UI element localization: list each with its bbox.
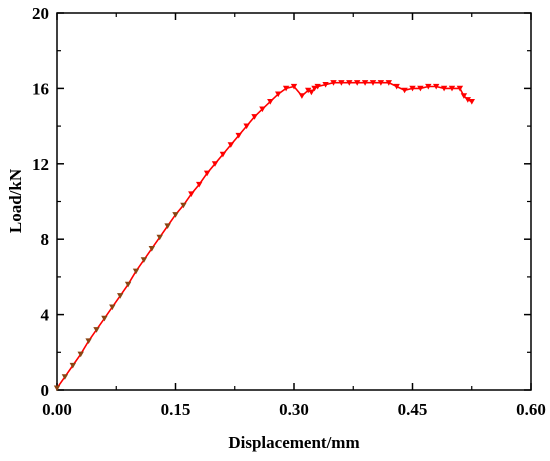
data-point <box>338 80 345 86</box>
data-point <box>109 304 116 311</box>
data-point <box>433 83 440 90</box>
data-point <box>468 99 475 105</box>
plot-frame <box>56 12 532 391</box>
x-tick-label: 0.30 <box>279 400 309 419</box>
data-point <box>298 93 306 99</box>
x-axis-title: Displacement/mm <box>228 433 359 452</box>
data-point <box>164 223 171 229</box>
data-point <box>464 97 471 103</box>
data-point <box>460 93 468 99</box>
data-point <box>101 315 108 322</box>
tick-labels: 0.00 0.15 0.30 0.45 0.60 0 4 8 12 16 20 <box>32 4 546 419</box>
data-point <box>124 281 132 288</box>
data-point <box>219 151 227 158</box>
data-point <box>393 83 400 90</box>
y-tick-label: 12 <box>32 155 49 174</box>
y-tick-label: 4 <box>41 306 50 325</box>
data-point <box>203 170 211 177</box>
data-point <box>385 80 392 86</box>
x-tick-label: 0.45 <box>398 400 428 419</box>
data-point <box>448 85 456 92</box>
data-point <box>196 181 203 188</box>
y-tick-label: 8 <box>41 230 50 249</box>
data-point <box>308 89 315 96</box>
data-point <box>77 351 84 358</box>
data-point <box>275 91 282 98</box>
data-point <box>282 85 290 92</box>
data-point <box>180 202 187 209</box>
data-point <box>417 85 424 92</box>
y-axis-title: Load/kN <box>6 168 25 233</box>
data-point <box>69 362 76 369</box>
data-point <box>156 234 163 241</box>
data-point <box>401 87 408 94</box>
data-point <box>148 246 155 252</box>
data-point <box>188 191 195 197</box>
data-point <box>235 132 242 139</box>
data-point <box>330 80 337 86</box>
x-tick-label: 0.60 <box>516 400 546 419</box>
data-point <box>211 161 219 167</box>
data-point <box>93 327 100 333</box>
data-point <box>425 83 432 90</box>
x-tick-label: 0.00 <box>42 400 72 419</box>
data-point <box>377 80 385 86</box>
data-point <box>251 114 258 120</box>
data-point <box>172 212 179 218</box>
data-point <box>259 106 266 113</box>
data-point <box>361 80 369 86</box>
series-line <box>56 81 473 389</box>
data-point <box>409 85 416 92</box>
data-point <box>290 83 298 90</box>
series-layer <box>53 80 475 392</box>
y-tick-label: 20 <box>32 4 49 23</box>
data-point <box>305 87 312 94</box>
data-point <box>243 123 250 130</box>
data-point <box>311 85 318 92</box>
data-point <box>53 385 61 392</box>
data-point <box>85 338 92 344</box>
data-point <box>227 142 234 148</box>
data-point <box>140 257 148 263</box>
data-point <box>132 268 140 275</box>
data-point <box>61 374 69 380</box>
y-tick-label: 16 <box>32 79 49 98</box>
data-point <box>267 99 274 105</box>
data-point <box>456 85 464 92</box>
data-point <box>354 80 361 86</box>
x-tick-label: 0.15 <box>161 400 191 419</box>
data-point <box>322 82 329 88</box>
data-point <box>369 80 377 86</box>
data-point <box>346 80 353 86</box>
data-point <box>314 83 321 90</box>
axis-ticks <box>56 12 532 391</box>
data-point <box>440 85 448 92</box>
y-tick-label: 0 <box>41 381 50 400</box>
data-point <box>117 293 124 299</box>
